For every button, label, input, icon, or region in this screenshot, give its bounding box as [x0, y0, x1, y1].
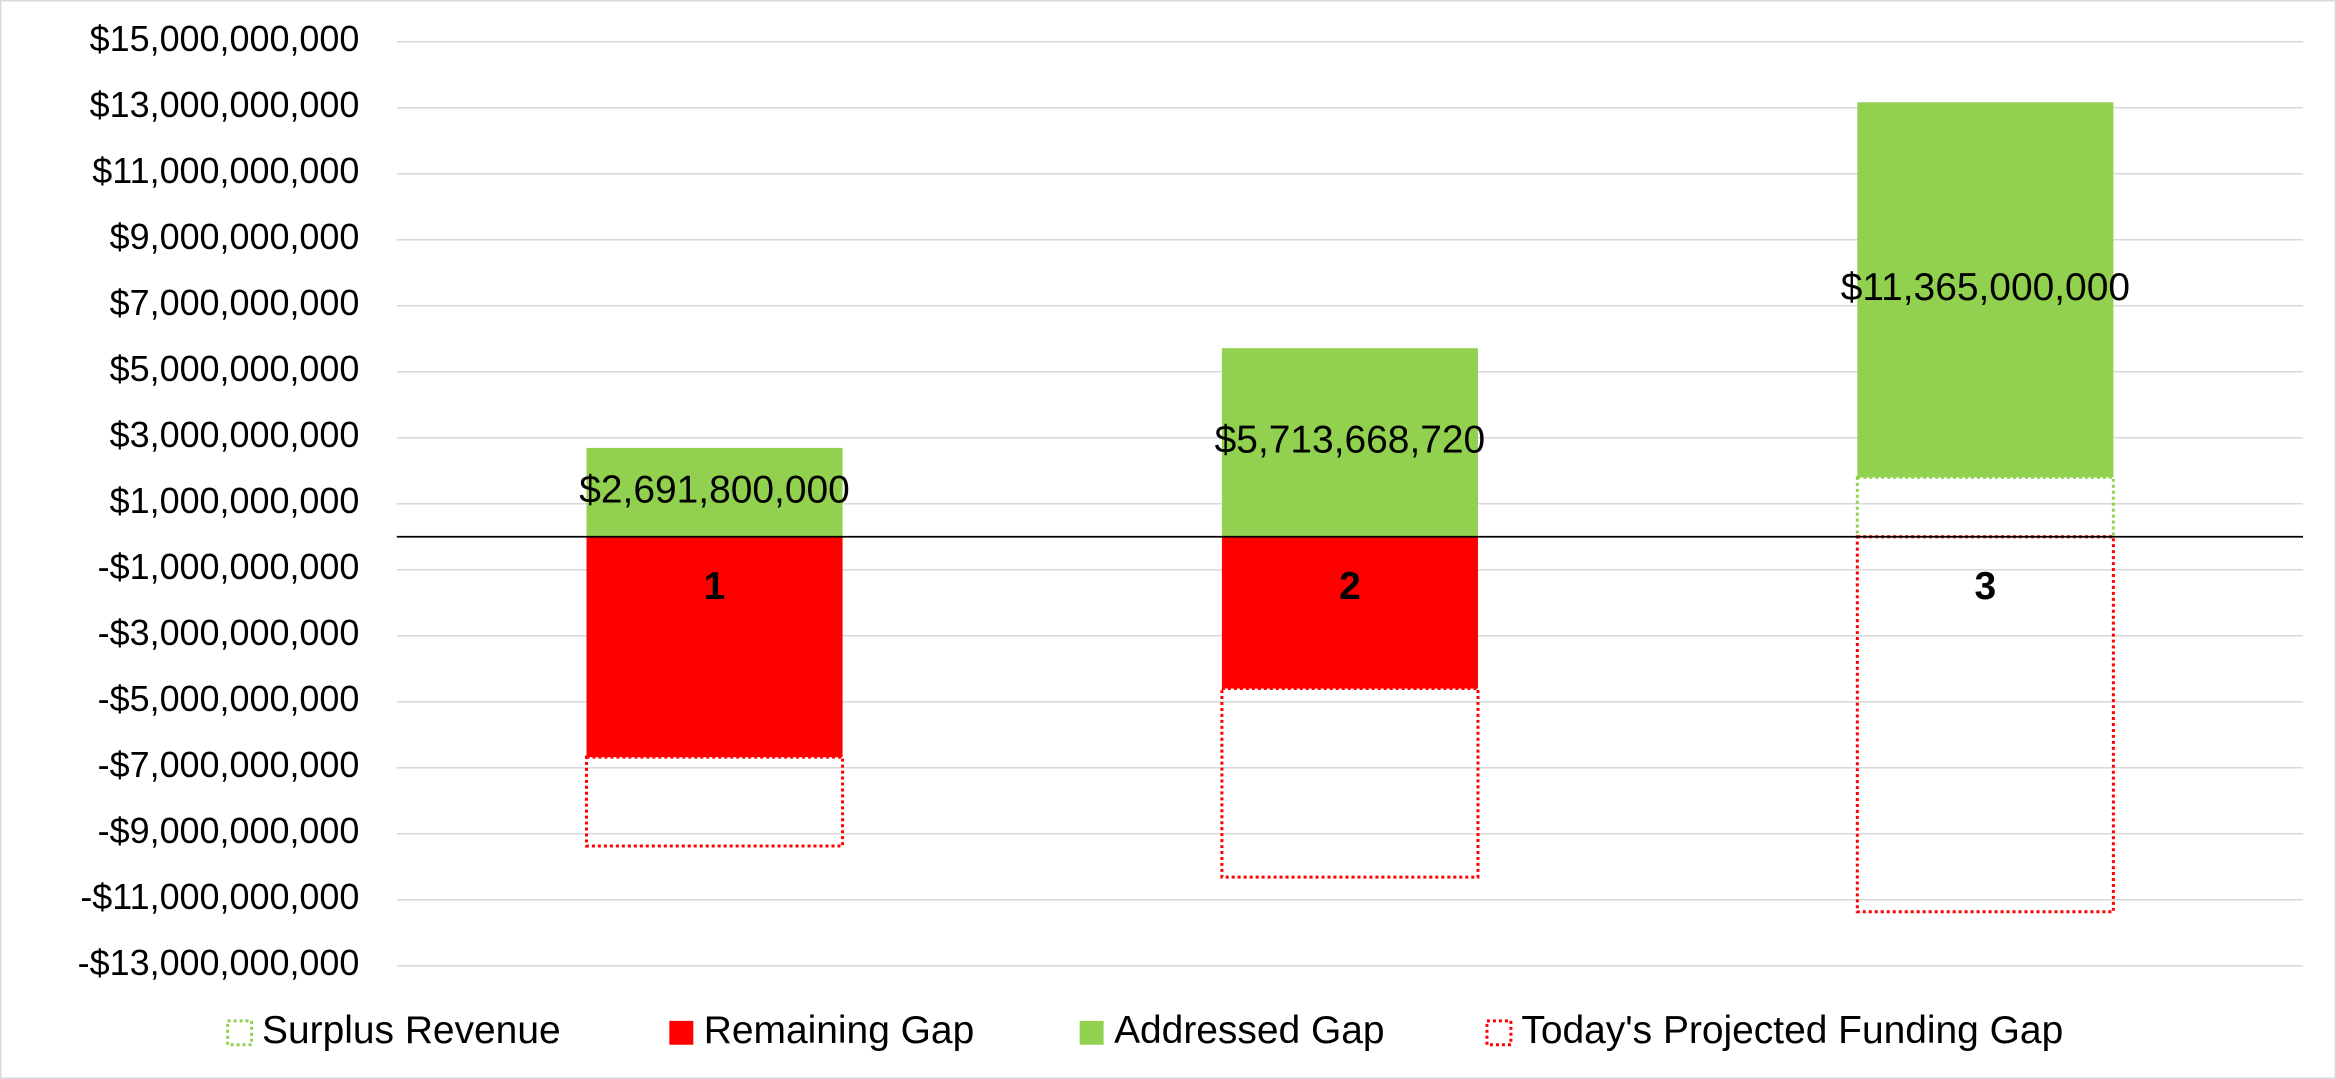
legend-swatch — [226, 1019, 254, 1047]
y-tick-label: -$7,000,000,000 — [98, 745, 360, 785]
x-tick-label: 1 — [704, 565, 726, 608]
y-tick-label: -$9,000,000,000 — [98, 811, 360, 851]
y-tick-label: $5,000,000,000 — [110, 349, 360, 389]
data-label: $2,691,800,000 — [579, 469, 850, 512]
bar-segment — [586, 536, 843, 758]
bar-segment — [1857, 102, 2114, 478]
y-tick-label: $13,000,000,000 — [90, 85, 360, 125]
bar-segment — [584, 755, 845, 848]
legend-swatch — [1485, 1019, 1513, 1047]
legend-swatch — [669, 1020, 694, 1045]
bar-segment — [1221, 348, 1478, 537]
legend-label: Surplus Revenue — [262, 1009, 561, 1052]
y-tick-label: -$11,000,000,000 — [80, 877, 359, 917]
legend-label: Remaining Gap — [704, 1009, 974, 1052]
y-tick-label: $1,000,000,000 — [110, 481, 360, 521]
y-tick-label: $7,000,000,000 — [110, 283, 360, 323]
y-tick-label: $9,000,000,000 — [110, 217, 360, 257]
bar-segment — [586, 447, 843, 537]
y-tick-label: $3,000,000,000 — [110, 415, 360, 455]
x-tick-label: 3 — [1975, 565, 1997, 608]
legend-label: Today's Projected Funding Gap — [1521, 1009, 2063, 1052]
y-tick-label: -$13,000,000,000 — [78, 943, 360, 983]
data-label: $11,365,000,000 — [1841, 266, 2130, 309]
data-label: $5,713,668,720 — [1215, 419, 1486, 462]
y-tick-label: -$5,000,000,000 — [98, 679, 360, 719]
legend-swatch — [1079, 1020, 1104, 1045]
y-tick-label: $15,000,000,000 — [90, 19, 360, 59]
bar-segment — [1221, 536, 1478, 689]
bar-segment — [1220, 687, 1480, 879]
y-tick-label: $11,000,000,000 — [92, 151, 359, 191]
y-tick-label: -$3,000,000,000 — [98, 613, 360, 653]
legend-label: Addressed Gap — [1114, 1009, 1384, 1052]
y-tick-label: -$1,000,000,000 — [98, 547, 360, 587]
x-tick-label: 2 — [1339, 565, 1361, 608]
